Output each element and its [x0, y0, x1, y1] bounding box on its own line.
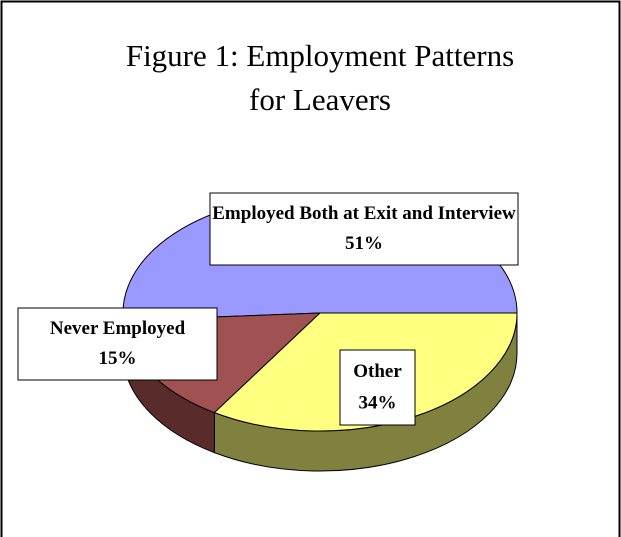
slice-label: Employed Both at Exit and Interview: [212, 203, 516, 224]
value-label: 34%: [359, 392, 397, 413]
value-label: 51%: [345, 233, 383, 254]
label-box: [209, 192, 519, 266]
chart-title: Figure 1: Employment Patterns for Leaver…: [125, 38, 515, 117]
slice-label: Never Employed: [50, 318, 186, 339]
value-label: 15%: [99, 348, 137, 369]
label-box: [339, 349, 416, 426]
slice-label: Other: [353, 361, 402, 382]
label-box: [17, 307, 218, 381]
